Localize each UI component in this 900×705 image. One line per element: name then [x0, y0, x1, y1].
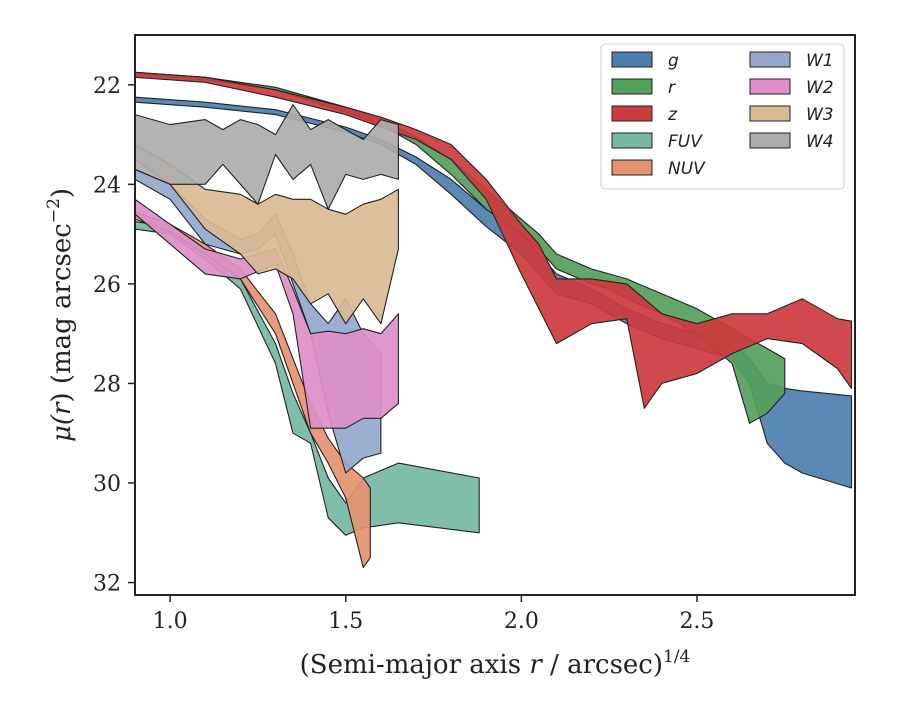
plot-frame: [134, 34, 856, 596]
bands-layer: [135, 71, 853, 569]
legend-swatch-w2: [749, 78, 791, 95]
legend: grz FUV NUV W1 W2 W3 W4: [600, 43, 845, 190]
band-fuv: [135, 221, 480, 536]
x-tick-label: 2.5: [679, 609, 714, 634]
legend-swatch-z: [611, 105, 653, 122]
y-tick-label: 32: [93, 572, 121, 597]
legend-label-nuv: NUV: [668, 159, 706, 179]
ticks-layer: 1.0 1.5 2.0 2.5 22 24 26 28 30 32: [93, 74, 714, 634]
legend-swatch-w4: [749, 132, 791, 149]
legend-swatch-r: [611, 78, 653, 95]
x-tick-label: 1.0: [153, 609, 188, 634]
y-axis-label: μ(r) (mag arcsec−2): [44, 188, 77, 442]
legend-label-fuv: FUV: [668, 132, 703, 152]
x-tick-label: 1.5: [328, 609, 363, 634]
legend-label-w1: W1: [806, 51, 834, 71]
legend-label-r: r: [668, 78, 676, 98]
band-z: [135, 71, 853, 409]
band-w3: [135, 143, 399, 325]
legend-label-w4: W4: [806, 132, 834, 152]
legend-label-w2: W2: [806, 78, 834, 98]
legend-label-z: z: [667, 105, 678, 125]
y-tick-label: 26: [93, 273, 121, 298]
y-tick-label: 28: [93, 372, 121, 397]
legend-label-w3: W3: [806, 105, 834, 125]
legend-swatch-g: [611, 51, 653, 68]
x-tick-label: 2.0: [504, 609, 539, 634]
x-axis-label: (Semi-major axis r / arcsec)1/4: [300, 647, 691, 680]
band-w4: [135, 104, 399, 210]
legend-swatch-fuv: [611, 132, 653, 149]
y-tick-label: 24: [93, 173, 121, 198]
legend-swatch-w3: [749, 105, 791, 122]
legend-swatch-w1: [749, 51, 791, 68]
legend-label-g: g: [668, 51, 679, 71]
legend-swatch-nuv: [611, 159, 653, 176]
y-tick-label: 30: [93, 472, 121, 497]
y-tick-label: 22: [93, 74, 121, 99]
